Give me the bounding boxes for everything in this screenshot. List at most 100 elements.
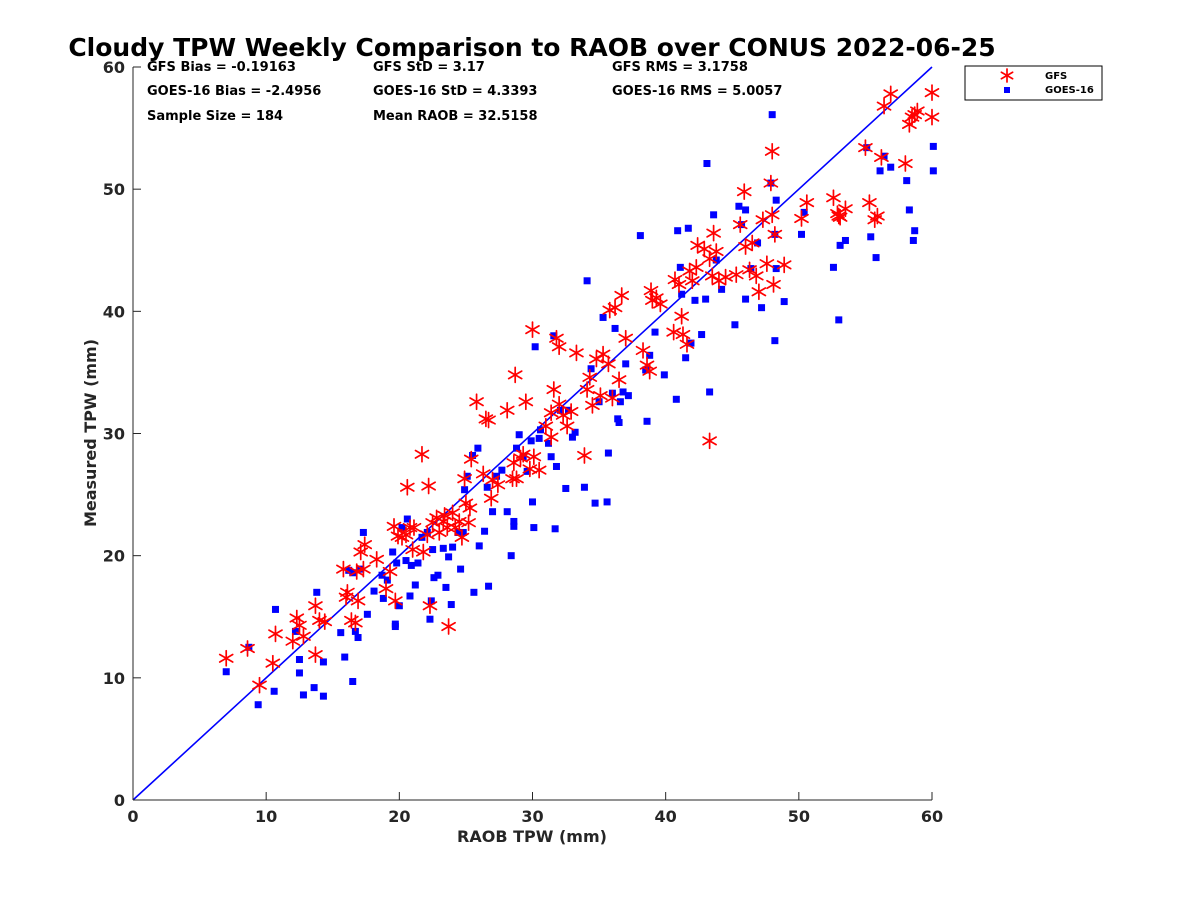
goes16-point: [459, 528, 467, 536]
goes16-point: [395, 602, 403, 610]
gfs-point: [744, 234, 760, 252]
y-tick-label: 0: [114, 791, 125, 810]
y-tick-label: 30: [103, 425, 125, 444]
gfs-point: [924, 84, 940, 102]
goes16-point: [780, 298, 788, 306]
goes16-point: [383, 576, 391, 584]
gfs-point: [652, 295, 668, 313]
gfs-point: [265, 654, 281, 672]
gfs-point: [285, 632, 301, 650]
gfs-point: [349, 563, 365, 580]
goes16-point: [378, 571, 386, 579]
goes16-point: [349, 677, 357, 685]
gfs-point: [679, 335, 695, 353]
goes16-point: [836, 241, 844, 249]
gfs-point: [525, 321, 540, 339]
legend-goes16-label: GOES-16: [1045, 85, 1094, 96]
gfs-point: [614, 287, 630, 304]
goes16-point: [426, 615, 434, 623]
goes16-point: [682, 354, 690, 362]
goes16-point: [583, 277, 591, 285]
gfs-point: [549, 329, 564, 347]
goes16-point: [359, 528, 367, 536]
goes16-point: [660, 371, 668, 379]
gfs-point: [499, 401, 515, 419]
goes16-point: [503, 508, 511, 516]
gfs-point: [357, 536, 373, 554]
x-tick-label: 30: [521, 807, 543, 826]
goes16-point: [771, 337, 779, 345]
goes16-point: [271, 605, 279, 613]
gfs-point: [635, 342, 651, 359]
gfs-point: [569, 344, 584, 362]
goes16-point: [447, 601, 455, 609]
gfs-point: [605, 389, 620, 407]
goes16-point: [772, 265, 780, 273]
goes16-point: [702, 295, 710, 303]
gfs-point: [688, 259, 704, 276]
gfs-point: [858, 139, 873, 156]
goes16-point: [483, 483, 491, 491]
goes16-point: [319, 692, 327, 700]
gfs-point: [509, 470, 524, 488]
series-gfs: [218, 84, 940, 694]
gfs-point: [543, 428, 559, 446]
gfs-point: [706, 224, 721, 242]
gfs-point: [292, 616, 307, 634]
y-axis-label: Measured TPW (mm): [81, 339, 100, 527]
goes16-point: [703, 160, 711, 168]
goes16-point: [758, 304, 766, 312]
goes16-point: [527, 437, 535, 445]
gfs-point: [296, 627, 311, 645]
gfs-point: [507, 366, 523, 384]
goes16-point: [295, 656, 303, 664]
goes16-point: [867, 233, 875, 241]
gfs-point: [595, 345, 611, 363]
goes16-point: [498, 466, 506, 474]
goes16-point: [718, 285, 726, 293]
goes16-point: [562, 484, 570, 492]
gfs-point: [457, 470, 472, 488]
gfs-point: [618, 329, 634, 347]
gfs-point: [406, 519, 422, 536]
gfs-point: [218, 649, 234, 667]
goes16-point: [651, 328, 659, 336]
goes16-point: [929, 142, 937, 150]
goes16-point: [710, 211, 718, 219]
gfs-point: [414, 445, 430, 463]
x-tick-label: 40: [655, 807, 677, 826]
goes16-point: [712, 256, 720, 264]
gfs-point: [551, 395, 567, 413]
gfs-point: [708, 243, 724, 260]
legend-goes16-marker: [1004, 87, 1010, 93]
goes16-point: [568, 433, 576, 441]
gfs-point: [531, 461, 547, 479]
gfs-point: [463, 450, 479, 468]
goes16-point: [222, 668, 230, 676]
gfs-point: [538, 417, 554, 435]
gfs-point: [794, 210, 809, 227]
goes16-point: [461, 486, 469, 494]
goes16-point: [429, 546, 437, 554]
goes16-point: [389, 548, 397, 556]
points-layer: [218, 84, 940, 709]
gfs-point: [490, 476, 506, 494]
goes16-point: [449, 543, 457, 551]
axes-layer: 0 10 20 30 40 50 60 0 10 20 30 40 50 60: [103, 58, 943, 826]
goes16-point: [345, 566, 353, 574]
gfs-point: [728, 266, 744, 284]
x-tick-label: 20: [388, 807, 410, 826]
gfs-point: [382, 563, 398, 580]
gfs-point: [469, 393, 484, 411]
gfs-point: [759, 255, 775, 273]
goes16-point: [599, 313, 607, 321]
goes16-point: [731, 321, 739, 329]
goes16-point: [646, 351, 654, 359]
goes16-point: [349, 569, 357, 577]
goes16-point: [254, 701, 262, 709]
goes16-point: [398, 524, 406, 532]
goes16-point: [619, 388, 627, 396]
gfs-point: [876, 97, 892, 115]
goes16-point: [624, 392, 632, 400]
gfs-point: [589, 350, 604, 368]
